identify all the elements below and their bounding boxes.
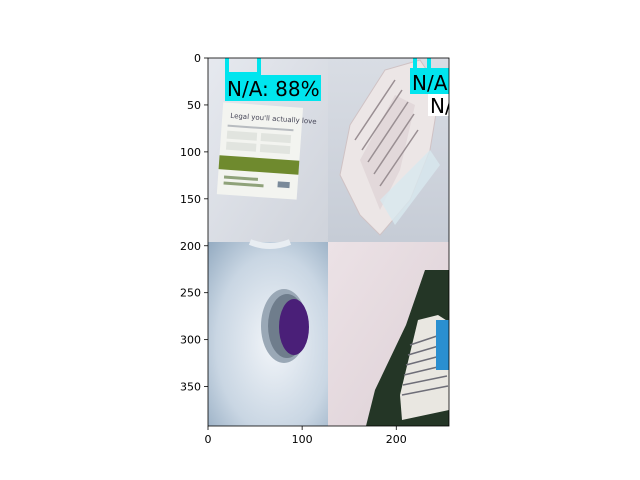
y-tick-label: 250 — [180, 287, 201, 300]
detection-box-2: N/A — [410, 58, 449, 95]
axes-frame — [207, 57, 450, 427]
y-tick-label: 150 — [180, 193, 201, 206]
y-tick-label: 100 — [180, 146, 201, 159]
x-tick-label: 200 — [386, 433, 407, 446]
bottle-label-blue-edge — [436, 320, 449, 370]
detection-label-2: N/A — [412, 71, 448, 95]
x-tick-label: 0 — [205, 433, 212, 446]
panel-bottle-cap-purple — [208, 239, 328, 426]
x-axis: 0 100 200 — [205, 426, 407, 446]
detection-label-1: N/A: 88% — [227, 77, 320, 101]
leaflet-green-band — [218, 155, 300, 175]
purple-cap — [279, 299, 309, 355]
panel-glass-bottle-label — [328, 242, 449, 426]
y-tick-label: 0 — [194, 52, 201, 65]
y-axis: 0 50 100 150 200 250 300 350 — [180, 52, 208, 394]
image-area: Legal you'll actually love — [208, 58, 452, 426]
detection-box-3: N/ — [428, 94, 452, 118]
y-tick-label: 350 — [180, 381, 201, 394]
detection-box-1: N/A: 88% — [225, 58, 321, 101]
detection-label-3: N/ — [430, 94, 452, 118]
y-tick-label: 300 — [180, 334, 201, 347]
x-tick-label: 100 — [292, 433, 313, 446]
y-tick-label: 50 — [187, 99, 201, 112]
y-tick-label: 200 — [180, 240, 201, 253]
